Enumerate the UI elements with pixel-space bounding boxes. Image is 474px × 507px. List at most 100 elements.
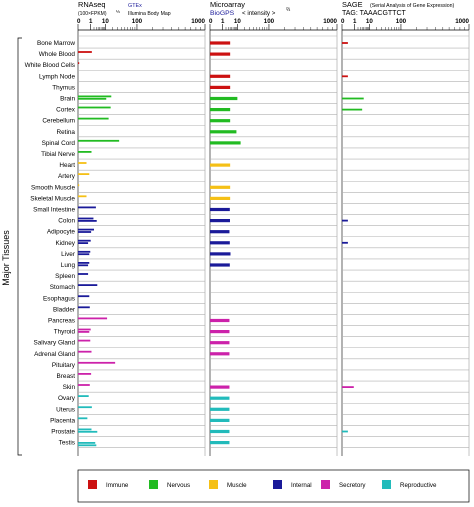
legend-swatch — [149, 480, 158, 489]
tissue-label: Placenta — [50, 417, 75, 424]
bar-biogps — [210, 207, 230, 212]
bar-gtex — [78, 273, 89, 275]
tick-label: 1000 — [323, 18, 337, 25]
bar-gtex — [78, 250, 91, 253]
bar-illumina-body-map — [78, 231, 92, 233]
bar-gtex-2- — [78, 444, 97, 447]
bar-gtex — [78, 328, 91, 331]
tissue-label: Heart — [59, 162, 75, 169]
tissue-label: Brain — [60, 96, 75, 103]
bar-sage — [342, 108, 363, 111]
bar-gtex — [78, 184, 80, 187]
tissue-label: Cerebellum — [42, 118, 75, 125]
bar-biogps — [210, 330, 230, 334]
panel-subtitle: < intensity > — [242, 10, 276, 17]
bar-sage — [342, 75, 348, 78]
tissue-label: Adipocyte — [47, 229, 76, 236]
bar-gtex — [78, 406, 92, 409]
tick-label: 10 — [366, 18, 373, 25]
bar-gtex — [78, 417, 88, 420]
bar-sage — [342, 241, 348, 244]
tick-label: 100 — [132, 18, 143, 25]
legend-label: Nervous — [167, 482, 190, 489]
bar-biogps — [210, 341, 230, 345]
tissue-label: Pituitary — [52, 362, 76, 369]
legend-swatch — [273, 480, 282, 489]
bar-gtex — [78, 306, 90, 309]
bar-biogps — [210, 352, 230, 356]
panel-title: RNAseq — [78, 0, 106, 9]
biogps-link: BioGPS — [210, 10, 235, 17]
bar-biogps — [210, 418, 230, 422]
bar-biogps — [210, 85, 231, 89]
bar-biogps — [210, 185, 231, 189]
tissue-label: Artery — [58, 173, 76, 180]
bar-biogps — [210, 396, 230, 400]
tissue-label: Small Intestine — [33, 207, 75, 214]
bar-gtex — [78, 51, 92, 53]
bar-illumina-body-map — [78, 253, 90, 256]
tissue-label: Adrenal Gland — [34, 351, 75, 358]
tissue-label: Smooth Muscle — [31, 184, 75, 191]
tissue-label: Kidney — [55, 240, 75, 247]
tick-label: 100 — [264, 18, 275, 25]
tick-label: 100 — [396, 18, 407, 25]
bar-biogps — [210, 108, 231, 112]
bar-gtex — [78, 173, 90, 175]
legend-label: Secretory — [339, 482, 366, 489]
tick-label: 10 — [102, 18, 109, 25]
bar-biogps — [210, 230, 230, 234]
bar-gtex — [78, 195, 87, 198]
bar-illumina-body-map — [78, 220, 97, 222]
bar-gtex — [78, 295, 90, 298]
tick-label: 1 — [353, 18, 357, 25]
tick-label: 0 — [341, 18, 345, 25]
legend-swatch — [88, 480, 97, 489]
bar-biogps — [210, 407, 230, 411]
panel-subtitle-exponent: ⅔ — [286, 7, 291, 13]
tissue-label: Spleen — [55, 273, 75, 280]
bar-biogps — [210, 252, 231, 256]
bar-sage — [342, 219, 348, 222]
tissue-label: Retina — [57, 129, 76, 136]
bar-biogps — [210, 196, 231, 200]
bar-sage — [342, 386, 354, 388]
panel-title: SAGE — [342, 0, 363, 9]
bar-gtex — [78, 117, 109, 120]
bar-biogps — [210, 130, 237, 134]
tissue-label: Thymus — [52, 84, 75, 91]
tissue-label: Thyroid — [54, 329, 76, 336]
tissue-label: Lung — [61, 262, 76, 269]
tissue-label: White Blood Cells — [25, 62, 75, 69]
bar-biogps — [210, 263, 230, 267]
bar-illumina-body-map — [78, 331, 90, 333]
bar-gtex — [78, 373, 92, 375]
tissue-label: Pancreas — [48, 318, 75, 325]
tissue-label: Esophagus — [43, 295, 75, 302]
bar-biogps — [210, 41, 231, 45]
tick-label: 10 — [234, 18, 241, 25]
bar-illumina-body-map — [78, 430, 98, 433]
legend-swatch — [209, 480, 218, 489]
legend-label: Muscle — [227, 482, 247, 489]
panel-subtitle-exponent: ⅓ — [116, 9, 120, 14]
panel-subtitle: (100×FPKM) — [78, 11, 107, 17]
bar-biogps — [210, 96, 238, 101]
bar-gtex — [78, 95, 112, 98]
tissue-label: Skeletal Muscle — [30, 195, 75, 202]
tick-label: 1000 — [455, 18, 469, 25]
bar-gtex — [78, 217, 94, 220]
bar-illumina-body-map — [78, 442, 96, 444]
bar-gtex — [78, 384, 90, 386]
bar-biogps — [210, 163, 231, 167]
bar-gtex — [78, 139, 120, 142]
tissue-label: Lymph Node — [39, 73, 75, 80]
legend-swatch — [321, 480, 330, 489]
bar-biogps — [210, 318, 230, 323]
tick-label: 1000 — [191, 18, 205, 25]
tick-label: 1 — [221, 18, 225, 25]
panel-subtitle: (Serial Analysis of Gene Expression) — [370, 3, 454, 9]
tissue-label: Breast — [57, 373, 76, 380]
illumina-link: Illumina Body Map — [128, 11, 171, 17]
